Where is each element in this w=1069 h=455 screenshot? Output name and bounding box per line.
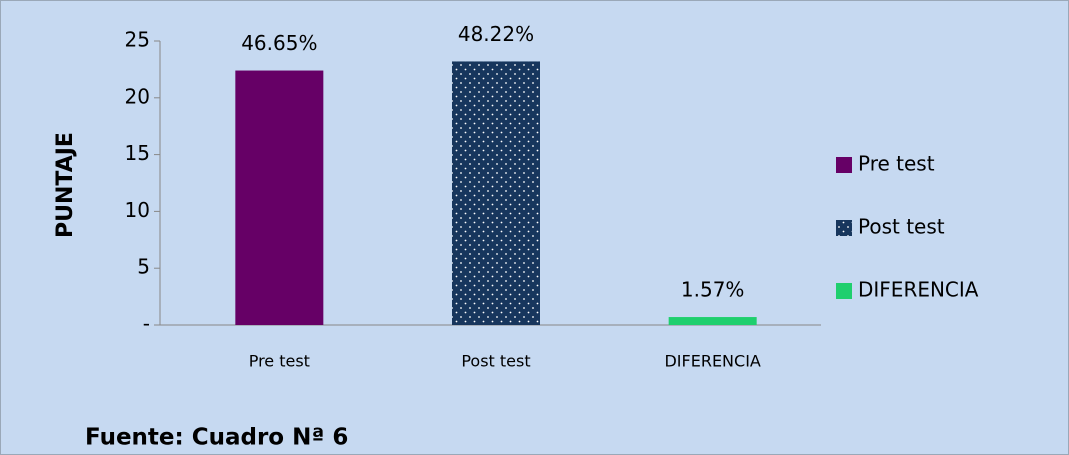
y-axis-label: PUNTAJE (53, 132, 78, 238)
legend-label: Post test (858, 215, 945, 239)
legend-label: Pre test (858, 152, 935, 176)
y-tick-label: 20 (125, 84, 150, 108)
y-tick-label: - (143, 312, 150, 336)
x-tick-label: Pre test (249, 352, 310, 371)
y-tick-label: 15 (125, 141, 150, 165)
x-tick-label: DIFERENCIA (664, 352, 760, 371)
legend-swatch (836, 220, 852, 236)
bar-annotation: 46.65% (241, 31, 317, 55)
y-tick-label: 25 (125, 28, 150, 52)
bar-annotation: 48.22% (458, 22, 534, 46)
legend-swatch (836, 157, 852, 173)
x-tick-label: Post test (461, 352, 530, 371)
y-tick-label: 10 (125, 198, 150, 222)
bar (452, 61, 540, 326)
bar (235, 70, 324, 325)
source: Fuente: Cuadro Nª 6 (85, 425, 348, 451)
legend-label: DIFERENCIA (858, 278, 979, 302)
bar (668, 317, 757, 325)
legend-swatch (836, 283, 852, 299)
y-tick-label: 5 (137, 255, 150, 279)
bar-annotation: 1.57% (681, 278, 745, 302)
